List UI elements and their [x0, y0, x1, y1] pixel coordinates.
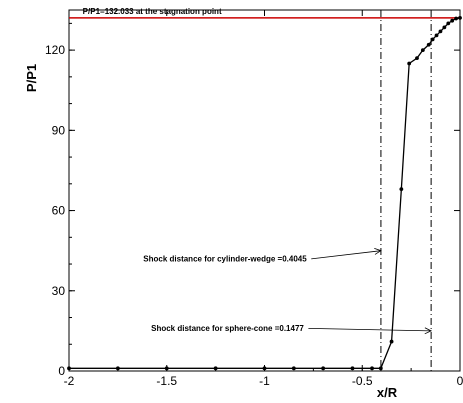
y-tick-label: 30	[52, 284, 66, 298]
data-point	[458, 16, 462, 20]
reference-lines	[69, 10, 460, 371]
data-point	[321, 366, 326, 371]
data-point	[389, 339, 394, 344]
annotation-arrow-line	[311, 250, 381, 260]
annotations: P/P1=132.033 at the stagnation point Shoc…	[83, 7, 433, 335]
data-point	[420, 48, 425, 53]
x-tick-label: -0.5	[352, 374, 373, 388]
data-point	[370, 366, 374, 371]
y-tick-label: 60	[52, 204, 66, 218]
data-point	[450, 18, 455, 23]
y-tick-label: 90	[52, 123, 66, 137]
data-point	[426, 42, 431, 47]
annotation-arrow-line	[308, 327, 432, 332]
data-point	[415, 56, 419, 61]
annotation-label: Shock distance for sphere-cone =0.1477	[151, 324, 304, 333]
data-point	[407, 61, 412, 66]
x-tick-label: -1.5	[156, 374, 177, 388]
data-point	[378, 366, 383, 371]
annotation-label: P/P1=132.033 at the stagnation point	[83, 7, 222, 16]
axis-ticks: -2 -1.5 -1 -0.5 0 0 30 60 90 120	[45, 10, 463, 388]
x-tick-label: 0	[457, 374, 463, 388]
data-point	[291, 366, 296, 371]
x-axis-title: x/R	[377, 385, 398, 400]
annotation-arrow-head	[424, 327, 433, 335]
data-point	[442, 25, 447, 30]
y-tick-label: 0	[58, 364, 65, 378]
annotation-label: Shock distance for cylinder-wedge =0.404…	[143, 254, 307, 263]
data-point	[434, 33, 439, 38]
annotation-arrow-head	[374, 248, 382, 255]
data-point	[350, 366, 355, 371]
data-point	[430, 37, 435, 42]
data-point	[454, 16, 458, 21]
data-point	[438, 29, 443, 34]
y-tick-label: 120	[45, 43, 65, 57]
data-point	[399, 187, 404, 192]
data-point	[446, 21, 451, 26]
y-axis-title: P/P1	[24, 64, 39, 92]
x-tick-label: -2	[64, 374, 75, 388]
x-tick-label: -1	[259, 374, 270, 388]
